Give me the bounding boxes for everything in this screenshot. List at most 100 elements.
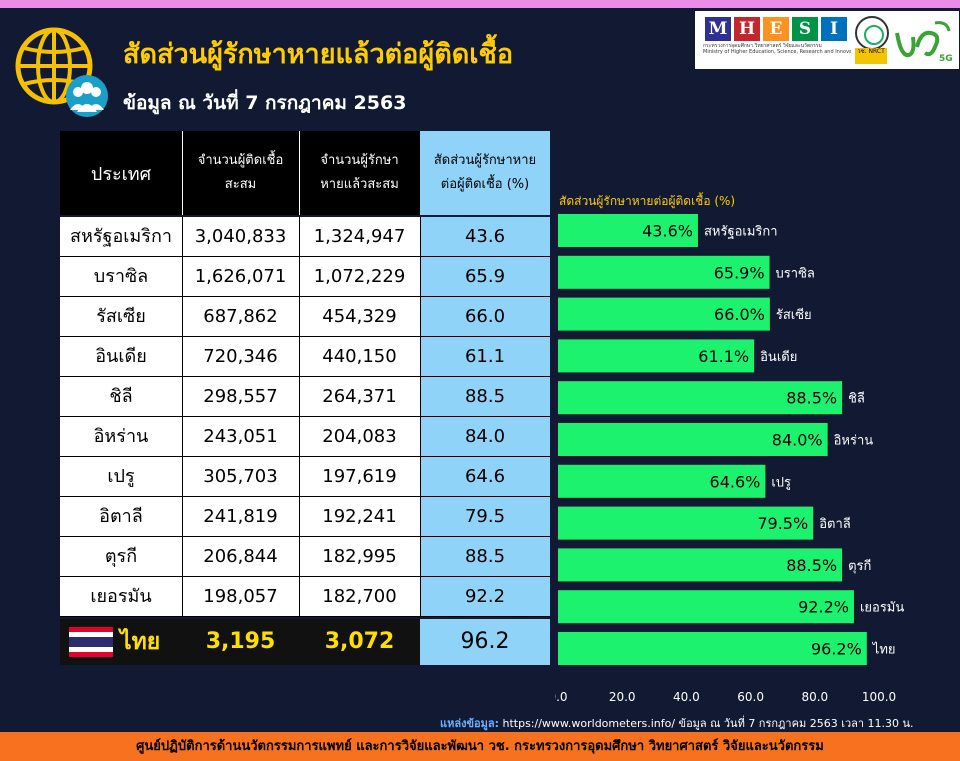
table-row: อิตาลี 241,819 192,241 79.5 xyxy=(60,497,550,536)
mhesi-letter: M xyxy=(705,17,731,41)
bar xyxy=(558,255,770,289)
table-row-thailand: ไทย 3,195 3,072 96.2 xyxy=(60,619,550,665)
svg-text:5G: 5G xyxy=(939,54,953,64)
bar xyxy=(558,214,698,247)
cell-infected: 720,346 xyxy=(182,337,299,376)
cell-ratio: 79.5 xyxy=(420,497,550,536)
mhesi-caption-th: กระทรวงการอุดมศึกษา วิทยาศาสตร์ วิจัยและ… xyxy=(703,43,822,49)
bar xyxy=(558,297,770,331)
mhesi-letter: E xyxy=(763,17,789,41)
bar-category-label: สหรัฐอเมริกา xyxy=(704,225,778,240)
cell-infected: 298,557 xyxy=(182,377,299,416)
bar-value-label: 43.6% xyxy=(642,222,693,241)
bar-value-label: 96.2% xyxy=(811,640,862,659)
ratio-bar-chart: สัดส่วนผู้รักษาหายต่อผู้ติดเชื้อ (%) 43.… xyxy=(548,188,955,708)
cell-ratio: 65.9 xyxy=(420,257,550,296)
table-row: เยอรมัน 198,057 182,700 92.2 xyxy=(60,577,550,616)
bar xyxy=(558,339,755,373)
header-recovered: จำนวนผู้รักษาหายแล้วสะสม xyxy=(299,131,420,215)
chart-svg: 43.6% สหรัฐอเมริกา 65.9% บราซิล 66.0% รัสเซีย… xyxy=(548,214,904,704)
cell-country: เยอรมัน xyxy=(60,577,182,616)
bar xyxy=(558,381,843,415)
source-text: https://www.worldometers.info/ ข้อมูล ณ … xyxy=(502,717,914,730)
table-row: รัสเซีย 687,862 454,329 66.0 xyxy=(60,297,550,336)
bar-value-label: 92.2% xyxy=(798,598,849,617)
nrct-label: วช. NRCT xyxy=(855,48,887,64)
header-country: ประเทศ xyxy=(60,131,182,215)
table-row: ตุรกี 206,844 182,995 88.5 xyxy=(60,537,550,576)
bar xyxy=(558,464,766,498)
bar xyxy=(558,423,828,456)
cell-ratio: 92.2 xyxy=(420,577,550,616)
cell-country: รัสเซีย xyxy=(60,297,182,336)
thailand-infected: 3,195 xyxy=(182,619,299,665)
mhesi-caption-en: Ministry of Higher Education, Science, R… xyxy=(703,49,851,55)
nrct-seal-icon xyxy=(855,16,889,50)
cell-ratio: 88.5 xyxy=(420,537,550,576)
cell-country: เปรู xyxy=(60,457,182,496)
table-row: อิหร่าน 243,051 204,083 84.0 xyxy=(60,417,550,456)
bar-value-label: 61.1% xyxy=(698,347,749,366)
header-infected: จำนวนผู้ติดเชื้อสะสม xyxy=(182,131,299,215)
table-row: สหรัฐอเมริกา 3,040,833 1,324,947 43.6 xyxy=(60,217,550,256)
x-tick-label: 0.0 xyxy=(555,690,568,704)
thailand-ratio: 96.2 xyxy=(420,619,550,665)
cell-recovered: 1,072,229 xyxy=(299,257,420,296)
thailand-recovered: 3,072 xyxy=(299,619,420,665)
cell-country: ชิลี xyxy=(60,377,182,416)
table-row: เปรู 305,703 197,619 64.6 xyxy=(60,457,550,496)
cell-infected: 243,051 xyxy=(182,417,299,456)
cell-infected: 3,040,833 xyxy=(182,217,299,256)
cell-infected: 206,844 xyxy=(182,537,299,576)
x-tick-label: 60.0 xyxy=(737,690,764,704)
bar-category-label: เปรู xyxy=(771,475,791,490)
bar-category-label: อิหร่าน xyxy=(833,434,873,449)
cell-recovered: 204,083 xyxy=(299,417,420,456)
globe-people-icon xyxy=(15,27,108,117)
table-row: ชิลี 298,557 264,371 88.5 xyxy=(60,377,550,416)
bar-value-label: 64.6% xyxy=(710,472,761,491)
mhesi-letter: I xyxy=(821,17,847,41)
thailand-name: ไทย xyxy=(120,629,161,655)
cell-recovered: 264,371 xyxy=(299,377,420,416)
bar-value-label: 88.5% xyxy=(786,556,837,575)
bar-value-label: 65.9% xyxy=(714,263,765,282)
cell-ratio: 64.6 xyxy=(420,457,550,496)
table-row: บราซิล 1,626,071 1,072,229 65.9 xyxy=(60,257,550,296)
cell-ratio: 84.0 xyxy=(420,417,550,456)
cell-recovered: 192,241 xyxy=(299,497,420,536)
cell-recovered: 454,329 xyxy=(299,297,420,336)
cell-recovered: 1,324,947 xyxy=(299,217,420,256)
bar-category-label: ไทย xyxy=(872,642,896,658)
cell-ratio: 88.5 xyxy=(420,377,550,416)
cell-country: อินเดีย xyxy=(60,337,182,376)
cell-ratio: 43.6 xyxy=(420,217,550,256)
mhesi-letter: H xyxy=(734,17,760,41)
x-tick-label: 20.0 xyxy=(609,690,636,704)
bar-value-label: 84.0% xyxy=(772,431,823,450)
vorchor-5g-logo: 5G xyxy=(895,21,953,64)
header-ratio: สัดส่วนผู้รักษาหายต่อผู้ติดเชื้อ (%) xyxy=(420,131,550,215)
x-tick-label: 80.0 xyxy=(801,690,828,704)
bar xyxy=(558,506,814,540)
bar-category-label: ตุรกี xyxy=(848,558,871,574)
cell-infected: 305,703 xyxy=(182,457,299,496)
bar-category-label: อิตาลี xyxy=(819,516,851,532)
cell-country: อิตาลี xyxy=(60,497,182,536)
bar xyxy=(558,632,867,665)
thailand-cell: ไทย xyxy=(60,619,182,665)
bar-category-label: เยอรมัน xyxy=(860,601,904,616)
source-label: แหล่งข้อมูล: xyxy=(440,717,499,730)
top-color-band xyxy=(0,0,960,8)
cell-ratio: 66.0 xyxy=(420,297,550,336)
cell-recovered: 197,619 xyxy=(299,457,420,496)
bar-category-label: รัสเซีย xyxy=(776,307,812,323)
chart-title: สัดส่วนผู้รักษาหายต่อผู้ติดเชื้อ (%) xyxy=(559,194,736,208)
x-tick-label: 100.0 xyxy=(862,690,896,704)
cell-recovered: 182,700 xyxy=(299,577,420,616)
cell-infected: 1,626,071 xyxy=(182,257,299,296)
cell-country: บราซิล xyxy=(60,257,182,296)
cell-country: สหรัฐอเมริกา xyxy=(60,217,182,256)
bar-value-label: 88.5% xyxy=(786,389,837,408)
bar xyxy=(558,590,854,624)
